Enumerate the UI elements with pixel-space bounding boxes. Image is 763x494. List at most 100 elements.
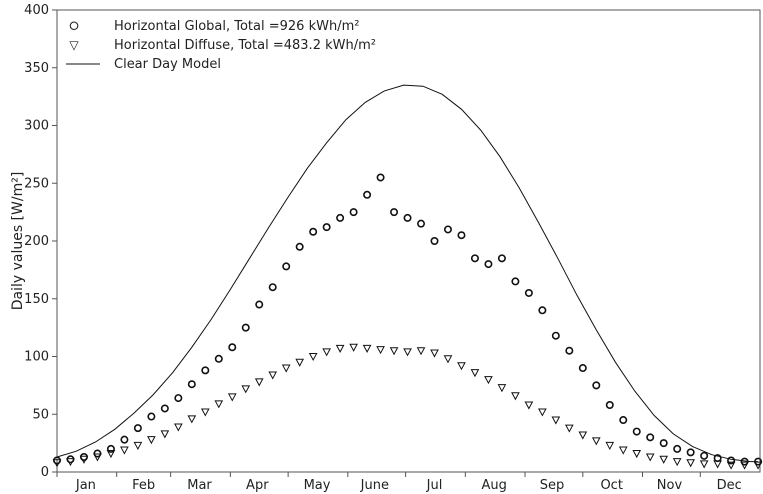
global-point xyxy=(322,223,331,232)
diffuse-point xyxy=(713,460,722,469)
x-tick-label: Sep xyxy=(540,478,565,493)
global-point xyxy=(336,213,345,222)
x-tick-label: Nov xyxy=(657,478,683,493)
diffuse-point xyxy=(227,393,237,402)
diffuse-point xyxy=(591,437,601,446)
global-point xyxy=(187,380,196,389)
diffuse-point xyxy=(66,458,75,467)
y-tick-label: 300 xyxy=(24,119,49,134)
x-tick-label: May xyxy=(304,478,331,493)
y-tick-label: 400 xyxy=(24,3,49,18)
diffuse-point xyxy=(79,455,89,464)
global-point xyxy=(201,366,210,375)
y-tick-label: 200 xyxy=(24,234,49,249)
global-point xyxy=(686,448,695,457)
diffuse-point xyxy=(740,461,749,470)
diffuse-point xyxy=(147,436,156,445)
diffuse-point xyxy=(605,441,615,450)
diffuse-point xyxy=(174,423,183,432)
global-point xyxy=(565,346,574,355)
diffuse-point xyxy=(133,441,143,450)
diffuse-point xyxy=(551,416,561,425)
global-point xyxy=(430,237,439,246)
global-point xyxy=(255,300,264,309)
legend-marker-global: ⭘ xyxy=(69,19,79,33)
global-point xyxy=(282,262,291,271)
y-tick-label: 150 xyxy=(24,292,49,307)
diffuse-point xyxy=(187,415,197,424)
y-tick-label: 250 xyxy=(24,176,49,191)
y-axis-label: Daily values [W/m²] xyxy=(10,172,26,311)
diffuse-point xyxy=(281,364,291,373)
global-point xyxy=(241,323,250,332)
legend-label-diffuse: Horizontal Diffuse, Total =483.2 kWh/m² xyxy=(114,38,376,53)
global-point xyxy=(133,424,142,433)
global-point xyxy=(605,401,614,410)
global-point xyxy=(578,364,587,373)
diffuse-point xyxy=(430,349,439,358)
diffuse-point xyxy=(268,371,278,380)
diffuse-point xyxy=(659,455,669,464)
diffuse-point xyxy=(524,401,534,410)
global-point xyxy=(309,227,318,236)
global-point xyxy=(538,306,547,315)
diffuse-point xyxy=(214,400,224,409)
diffuse-point xyxy=(538,408,547,417)
diffuse-point xyxy=(200,408,210,417)
global-point xyxy=(443,225,452,234)
x-tick-label: Jan xyxy=(75,478,96,493)
diffuse-point xyxy=(416,347,426,356)
global-point xyxy=(551,331,560,340)
diffuse-point xyxy=(672,458,682,467)
legend-label-global: Horizontal Global, Total =926 kWh/m² xyxy=(114,19,359,34)
diffuse-point xyxy=(308,353,318,362)
diffuse-point xyxy=(632,450,642,459)
global-point xyxy=(228,343,237,352)
diffuse-point xyxy=(578,431,588,440)
global-point xyxy=(700,451,709,460)
global-point xyxy=(470,254,479,263)
global-point xyxy=(457,231,466,240)
diffuse-point xyxy=(511,392,520,401)
global-point xyxy=(376,173,385,182)
diffuse-point xyxy=(564,424,574,433)
diffuse-point xyxy=(120,446,129,455)
global-point xyxy=(673,444,682,453)
global-point xyxy=(147,412,156,421)
diffuse-point xyxy=(484,376,493,385)
x-tick-label: Apr xyxy=(246,478,269,493)
x-tick-label: Jul xyxy=(426,478,443,493)
global-point xyxy=(511,277,520,286)
y-tick-label: 350 xyxy=(24,61,49,76)
x-tick-label: Feb xyxy=(132,478,155,493)
diffuse-point xyxy=(362,344,372,353)
global-point xyxy=(160,404,169,413)
diffuse-point xyxy=(93,453,102,462)
diffuse-point xyxy=(403,348,412,357)
global-point xyxy=(417,219,426,228)
global-point xyxy=(524,288,533,297)
diffuse-point xyxy=(349,343,358,352)
diffuse-point xyxy=(322,348,331,357)
x-tick-label: Dec xyxy=(717,478,742,493)
global-point xyxy=(659,439,668,448)
global-point xyxy=(632,427,641,436)
diffuse-point xyxy=(470,369,480,378)
diffuse-point xyxy=(726,461,736,470)
y-tick-label: 0 xyxy=(41,465,49,480)
global-point xyxy=(363,190,372,199)
plot-area xyxy=(56,9,761,473)
global-point xyxy=(484,260,493,269)
global-point xyxy=(403,213,412,222)
y-tick-label: 50 xyxy=(32,407,49,422)
y-axis: 0 50 100 150 200 250 300 350 400 xyxy=(24,3,57,480)
global-point xyxy=(268,283,277,292)
diffuse-point xyxy=(389,347,399,356)
global-point xyxy=(727,456,736,465)
global-point xyxy=(497,254,506,263)
global-point xyxy=(592,381,601,390)
clear-day-model-line xyxy=(56,84,759,463)
global-point xyxy=(619,416,628,425)
diffuse-point xyxy=(457,362,466,371)
